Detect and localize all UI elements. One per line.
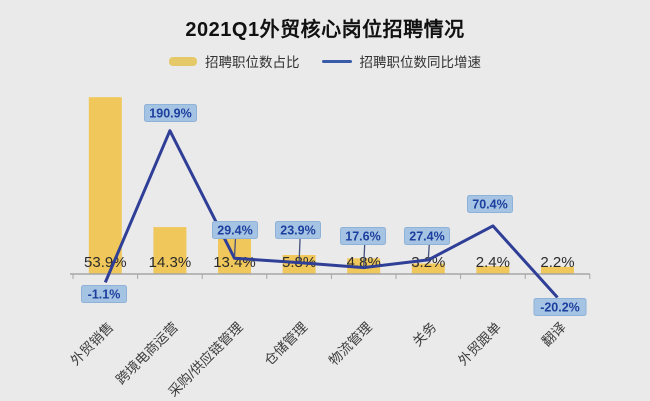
line-value-badge xyxy=(144,104,197,122)
category-label-翻译: 翻译 xyxy=(539,319,569,349)
line-value-label: 23.9% xyxy=(280,224,315,238)
trend-line xyxy=(103,129,559,299)
bar-value-label: 53.9% xyxy=(84,254,127,271)
line-value-badge xyxy=(275,221,321,239)
bar-value-label: 14.3% xyxy=(149,254,192,271)
line-value-badge xyxy=(467,195,513,213)
bar-外贸销售 xyxy=(88,97,122,274)
category-label-跨境电商运营: 跨境电商运营 xyxy=(113,320,181,388)
line-value-badge xyxy=(404,227,450,245)
bar-仓储管理 xyxy=(282,255,316,274)
category-label-外贸跟单: 外贸跟单 xyxy=(455,320,504,369)
category-label-仓储管理: 仓储管理 xyxy=(261,319,310,368)
legend-bar-label: 招聘职位数占比 xyxy=(205,55,300,70)
line-value-badge xyxy=(340,227,386,245)
legend-line-label: 招聘职位数同比增速 xyxy=(359,55,482,70)
bar-外贸跟单 xyxy=(476,266,510,274)
line-value-badge xyxy=(81,285,127,303)
line-value-label: 29.4% xyxy=(217,224,252,238)
badge-connector-line xyxy=(427,243,430,259)
line-value-label: 27.4% xyxy=(409,230,444,244)
page-title: 2021Q1外贸核心岗位招聘情况 xyxy=(185,19,465,41)
line-value-badge xyxy=(212,221,258,239)
category-label-关务: 关务 xyxy=(410,320,440,350)
bar-跨境电商运营 xyxy=(153,227,187,274)
category-label-外贸销售: 外贸销售 xyxy=(68,320,117,369)
bar-翻译 xyxy=(541,266,574,274)
combo-chart: 53.9% 14.3% 13.4% 5.8% 4.8% 3.2% 2.4% 2.2%-1.1%… xyxy=(68,97,591,400)
legend: 招聘职位数占比 招聘职位数同比增速 xyxy=(0,52,650,70)
line-value-label: -20.2% xyxy=(540,301,580,315)
bar-value-label: 3.2% xyxy=(411,254,445,271)
badge-connector-line xyxy=(298,237,301,262)
bar-关务 xyxy=(411,263,445,274)
line-value-label: 17.6% xyxy=(345,230,380,244)
line-value-label: -1.1% xyxy=(88,288,121,302)
category-label-物流管理: 物流管理 xyxy=(326,319,375,368)
legend-bar-swatch-icon xyxy=(169,56,197,66)
line-value-badge xyxy=(533,298,587,316)
badge-connector-line xyxy=(363,243,366,267)
line-value-label: 190.9% xyxy=(149,107,191,121)
line-value-label: 70.4% xyxy=(472,198,507,212)
badge-connector-line xyxy=(233,237,237,258)
legend-line-swatch-icon xyxy=(321,59,352,63)
bar-value-label: 2.4% xyxy=(476,254,510,271)
bar-value-label: 2.2% xyxy=(540,254,574,271)
